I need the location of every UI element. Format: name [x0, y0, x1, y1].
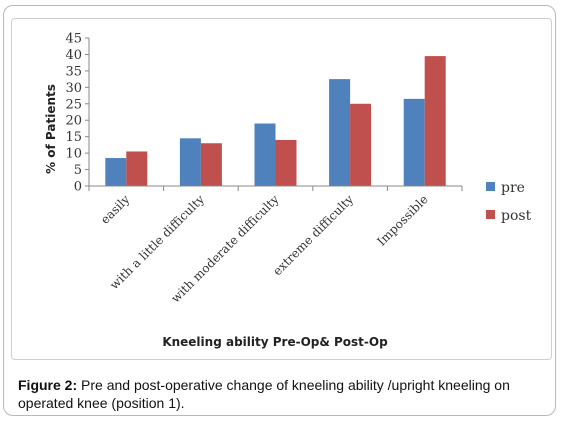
x-category-label: extreme difficulty	[270, 192, 356, 278]
y-tick-label: 10	[65, 147, 82, 162]
bar-pre	[105, 158, 127, 186]
bar-post	[424, 56, 446, 186]
legend-swatch-post	[486, 210, 495, 219]
y-tick-label: 15	[65, 130, 82, 145]
bar-pre	[329, 79, 351, 186]
bar-post	[200, 143, 222, 186]
bar-post	[350, 103, 372, 186]
y-tick-label: 35	[65, 64, 82, 79]
bars	[105, 56, 446, 186]
y-tick-label: 0	[74, 180, 82, 195]
bar-pre	[179, 138, 201, 186]
bar-pre	[254, 123, 276, 186]
y-tick-label: 40	[65, 48, 82, 63]
legend-label-pre: pre	[501, 180, 525, 196]
legend: pre post	[486, 180, 532, 224]
bar-post	[126, 151, 148, 186]
y-tick-label: 30	[65, 81, 82, 96]
legend-label-post: post	[501, 208, 532, 224]
y-tick-label: 25	[65, 97, 82, 112]
bar-pre	[403, 98, 425, 186]
x-category-label: easily	[98, 192, 133, 227]
x-axis-title: Kneeling ability Pre-Op& Post-Op	[162, 335, 388, 349]
chart-area: 0 5 10 15 20 25 30 35 40 45 easily with a little d…	[11, 18, 552, 360]
caption-label: Figure 2:	[18, 377, 78, 393]
legend-swatch-pre	[486, 182, 495, 191]
figure-caption: Figure 2: Pre and post-operative change …	[18, 376, 548, 412]
bar-post	[275, 139, 297, 186]
x-category-label: Impossible	[374, 192, 430, 248]
y-tick-label: 20	[65, 114, 82, 129]
y-tick-label: 45	[65, 32, 82, 47]
figure-frame: 0 5 10 15 20 25 30 35 40 45 easily with a little d…	[3, 5, 556, 416]
y-axis-title: % of Patients	[44, 84, 58, 174]
caption-text: Pre and post-operative change of kneelin…	[18, 377, 510, 411]
y-tick-label: 5	[74, 163, 82, 178]
